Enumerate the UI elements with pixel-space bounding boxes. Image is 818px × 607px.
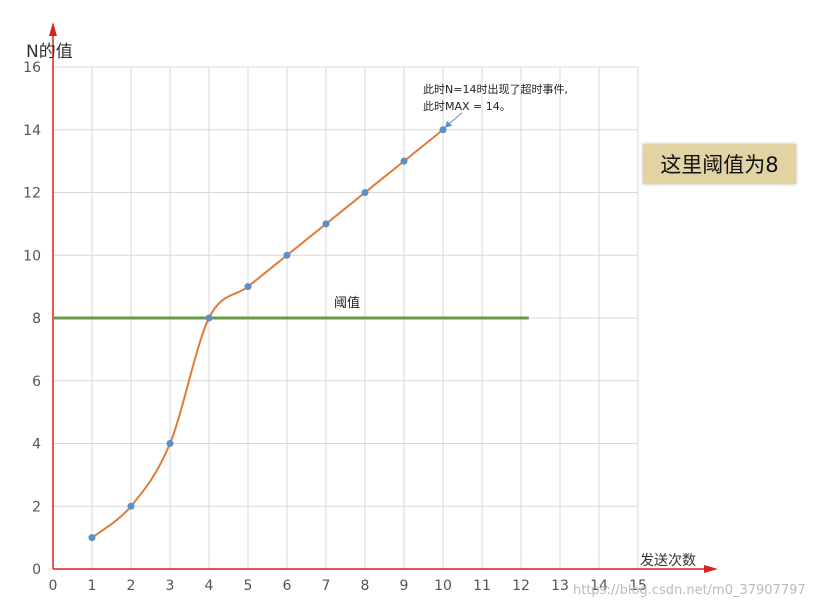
x-tick-label: 10 [434,578,452,594]
threshold-note: 这里阈值为8 [643,144,796,184]
threshold-label: 阈值 [334,295,360,311]
annotation: 此时N=14时出现了超时事件, 此时MAX = 14。 [423,82,568,128]
y-tick-label: 2 [32,499,41,515]
x-tick-label: 2 [127,578,136,594]
y-tick-label: 0 [32,562,41,578]
data-point [244,283,252,291]
x-axis-title: 发送次数 [640,553,696,569]
x-tick-label: 15 [629,578,647,594]
data-point [400,157,408,165]
x-tick-label: 6 [283,578,292,594]
x-tick-label: 1 [88,578,97,594]
data-point [322,220,330,228]
y-tick-label: 10 [23,248,41,264]
y-tick-label: 6 [32,374,41,390]
x-tick-label: 11 [473,578,491,594]
x-tick-label: 0 [49,578,58,594]
axes [49,22,718,573]
x-tick-label: 3 [166,578,175,594]
x-tick-label: 8 [361,578,370,594]
grid [53,66,639,569]
data-point [361,189,369,196]
data-point [205,314,213,322]
y-tick-label: 12 [23,186,41,202]
annotation-line-1: 此时N=14时出现了超时事件, [423,82,568,96]
x-tick-label: 14 [590,578,608,594]
x-axis-arrow [704,565,718,573]
y-tick-label: 4 [32,437,41,453]
y-tick-label: 8 [32,311,41,327]
annotation-arrowhead [445,120,452,128]
data-point [166,440,174,447]
x-tick-label: 12 [512,578,530,594]
x-tick-label: 4 [205,578,214,594]
data-point [283,251,291,259]
y-axis-arrow [49,22,57,36]
data-point [88,534,96,542]
watermark: https://blog.csdn.net/m0_37907797 [573,583,806,598]
data-point [127,502,135,510]
y-axis-title: N的值 [26,42,73,62]
x-tick-label: 5 [244,578,253,594]
series-markers [88,126,447,542]
x-tick-label: 7 [322,578,331,594]
x-tick-label: 13 [551,578,569,594]
y-tick-label: 14 [23,123,41,139]
annotation-line-2: 此时MAX = 14。 [423,100,511,113]
data-point [439,126,447,134]
y-tick-label: 16 [23,60,41,76]
x-tick-label: 9 [400,578,409,594]
series-line [91,128,444,539]
